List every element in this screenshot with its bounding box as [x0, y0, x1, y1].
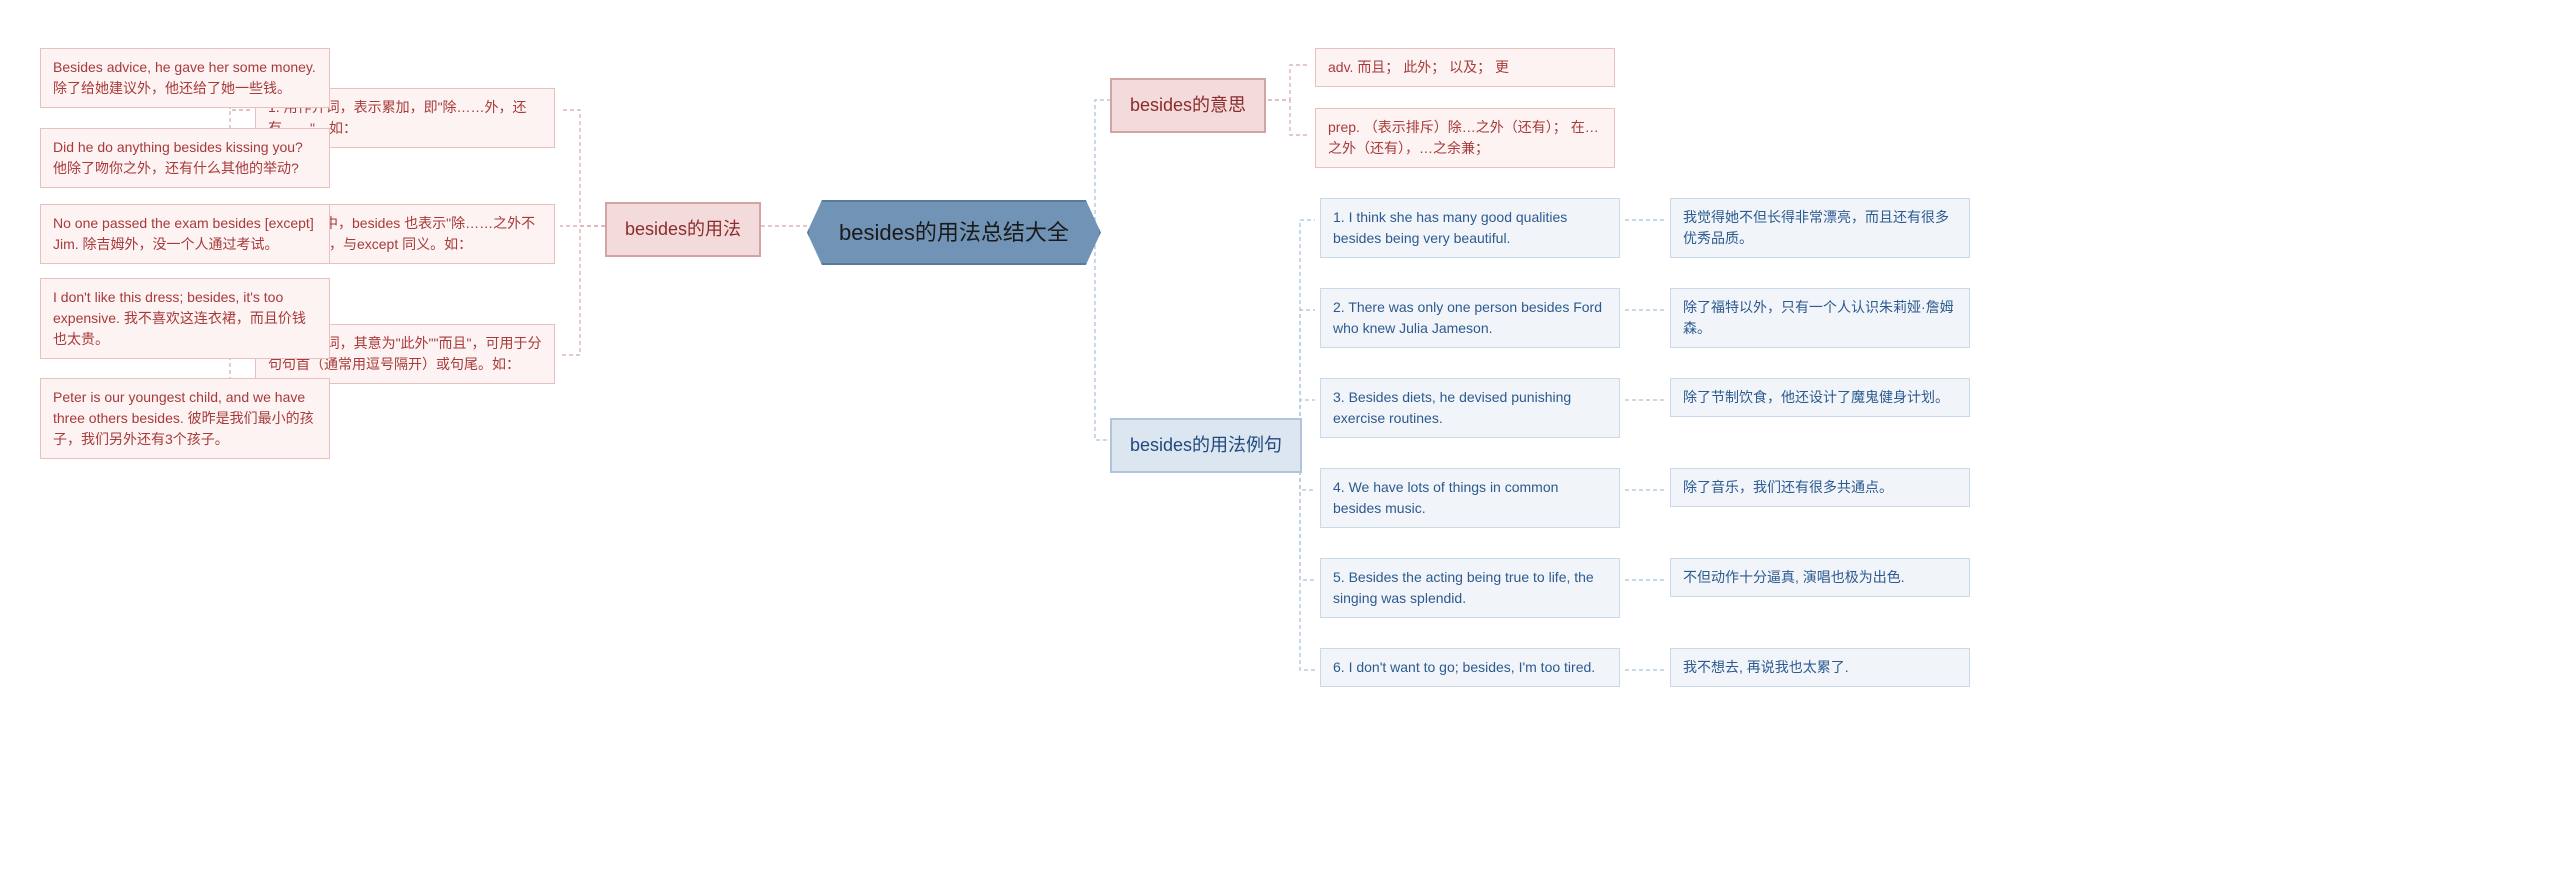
example-zh-1-label: 我觉得她不但长得非常漂亮，而且还有很多优秀品质。: [1683, 209, 1949, 246]
left-main: besides的用法: [605, 202, 761, 257]
meaning-child-2: prep. （表示排斥）除…之外（还有）； 在…之外（还有），…之余兼；: [1315, 108, 1615, 168]
meaning-child-1: adv. 而且； 此外； 以及； 更: [1315, 48, 1615, 87]
leaf-label: Besides advice, he gave her some money. …: [53, 59, 316, 96]
example-zh-1: 我觉得她不但长得非常漂亮，而且还有很多优秀品质。: [1670, 198, 1970, 258]
example-en-3: 3. Besides diets, he devised punishing e…: [1320, 378, 1620, 438]
example-zh-2-label: 除了福特以外，只有一个人认识朱莉娅·詹姆森。: [1683, 299, 1954, 336]
right-meaning-label: besides的意思: [1130, 95, 1246, 115]
example-zh-5: 不但动作十分逼真, 演唱也极为出色.: [1670, 558, 1970, 597]
root-label: besides的用法总结大全: [839, 220, 1069, 245]
example-en-6-label: 6. I don't want to go; besides, I'm too …: [1333, 659, 1595, 675]
example-en-6: 6. I don't want to go; besides, I'm too …: [1320, 648, 1620, 687]
example-zh-5-label: 不但动作十分逼真, 演唱也极为出色.: [1683, 569, 1905, 585]
root-node: besides的用法总结大全: [807, 200, 1101, 265]
left-main-label: besides的用法: [625, 219, 741, 239]
example-en-2-label: 2. There was only one person besides For…: [1333, 299, 1602, 336]
leaf-label: No one passed the exam besides [except] …: [53, 215, 314, 252]
meaning-child-2-label: prep. （表示排斥）除…之外（还有）； 在…之外（还有），…之余兼；: [1328, 119, 1599, 156]
example-en-1-label: 1. I think she has many good qualities b…: [1333, 209, 1567, 246]
left-sub-2-leaf-1: No one passed the exam besides [except] …: [40, 204, 330, 264]
left-sub-3-leaf-2: Peter is our youngest child, and we have…: [40, 378, 330, 459]
example-zh-6: 我不想去, 再说我也太累了.: [1670, 648, 1970, 687]
left-sub-1-leaf-1: Besides advice, he gave her some money. …: [40, 48, 330, 108]
right-examples-label: besides的用法例句: [1130, 435, 1282, 455]
left-sub-1-leaf-2: Did he do anything besides kissing you? …: [40, 128, 330, 188]
example-zh-3-label: 除了节制饮食，他还设计了魔鬼健身计划。: [1683, 389, 1949, 405]
example-en-2: 2. There was only one person besides For…: [1320, 288, 1620, 348]
example-en-1: 1. I think she has many good qualities b…: [1320, 198, 1620, 258]
example-en-4: 4. We have lots of things in common besi…: [1320, 468, 1620, 528]
example-zh-3: 除了节制饮食，他还设计了魔鬼健身计划。: [1670, 378, 1970, 417]
leaf-label: Did he do anything besides kissing you? …: [53, 139, 303, 176]
example-en-5: 5. Besides the acting being true to life…: [1320, 558, 1620, 618]
example-en-3-label: 3. Besides diets, he devised punishing e…: [1333, 389, 1571, 426]
example-zh-4-label: 除了音乐，我们还有很多共通点。: [1683, 479, 1893, 495]
example-zh-2: 除了福特以外，只有一个人认识朱莉娅·詹姆森。: [1670, 288, 1970, 348]
leaf-label: I don't like this dress; besides, it's t…: [53, 289, 306, 347]
right-examples: besides的用法例句: [1110, 418, 1302, 473]
leaf-label: Peter is our youngest child, and we have…: [53, 389, 314, 447]
right-meaning: besides的意思: [1110, 78, 1266, 133]
example-en-5-label: 5. Besides the acting being true to life…: [1333, 569, 1594, 606]
example-en-4-label: 4. We have lots of things in common besi…: [1333, 479, 1558, 516]
meaning-child-1-label: adv. 而且； 此外； 以及； 更: [1328, 59, 1509, 75]
example-zh-4: 除了音乐，我们还有很多共通点。: [1670, 468, 1970, 507]
left-sub-3-leaf-1: I don't like this dress; besides, it's t…: [40, 278, 330, 359]
example-zh-6-label: 我不想去, 再说我也太累了.: [1683, 659, 1849, 675]
